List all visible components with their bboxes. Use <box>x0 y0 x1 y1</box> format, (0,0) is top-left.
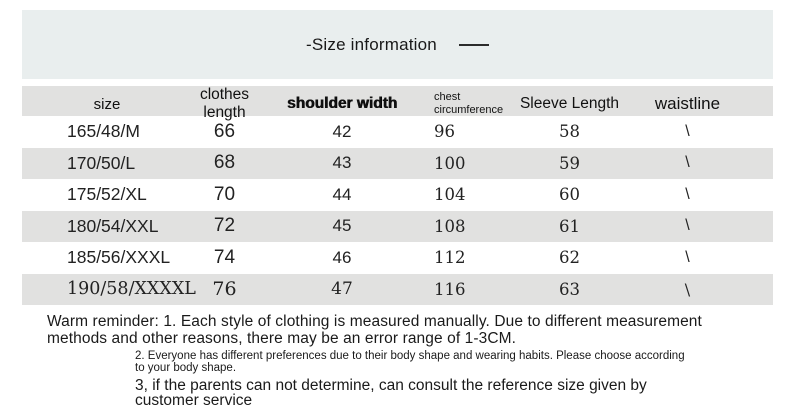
cell-sleeve-length: 59 <box>559 153 580 173</box>
cell-chest-circumference: 96 <box>434 122 455 142</box>
column-header-waistline: waistline <box>654 94 721 113</box>
cell-waistline: \ <box>685 154 690 172</box>
table-row-185-56-XXXL: 185/56/XXXL 74 46 112 62 \ <box>22 242 773 274</box>
cell-chest-circumference: 108 <box>434 216 466 236</box>
title-dash-line <box>458 43 489 46</box>
cell-chest-circumference: 100 <box>434 153 466 173</box>
cell-sleeve-length: 58 <box>559 122 580 142</box>
reminder-note-1: Warm reminder: 1. Each style of clothing… <box>47 313 702 347</box>
cell-clothes-length: 66 <box>213 120 236 142</box>
cell-waistline: \ <box>685 185 690 203</box>
cell-chest-circumference: 116 <box>434 279 466 299</box>
cell-waistline: \ <box>685 248 690 266</box>
cell-shoulder-width: 45 <box>332 216 352 236</box>
cell-shoulder-width: 43 <box>332 153 352 173</box>
reminder-note-3-line-1: 3, if the parents can not determine, can… <box>135 377 647 394</box>
cell-size: 180/54/XXL <box>67 215 159 236</box>
table-row-170-50-L: 170/50/L 68 43 100 59 \ <box>22 147 773 179</box>
cell-shoulder-width: 42 <box>332 121 352 141</box>
cell-size: 165/48/M <box>67 121 140 142</box>
table-header-row: size clothes length shoulder width chest… <box>22 86 773 121</box>
cell-sleeve-length: 63 <box>559 279 580 299</box>
cell-chest-circumference: 104 <box>434 185 466 205</box>
cell-sleeve-length: 62 <box>559 248 580 268</box>
cell-clothes-length: 76 <box>212 278 237 301</box>
column-header-chest-circumference: chest circumference <box>434 91 504 116</box>
cell-size: 190/58/XXXXL <box>67 279 196 300</box>
cell-clothes-length: 70 <box>213 183 236 205</box>
column-header-size: size <box>93 95 121 113</box>
warm-reminder: Warm reminder: 1. Each style of clothing… <box>47 313 702 408</box>
page-title: -Size information <box>306 34 437 54</box>
cell-waistline: \ <box>685 217 690 235</box>
cell-size: 175/52/XL <box>67 184 147 205</box>
cell-waistline: \ <box>684 279 691 299</box>
reminder-note-3: 3, if the parents can not determine, can… <box>135 377 702 409</box>
cell-size: 185/56/XXXL <box>67 247 171 268</box>
cell-shoulder-width: 47 <box>331 279 353 300</box>
reminder-note-1-line-1: Warm reminder: 1. Each style of clothing… <box>47 313 702 330</box>
cell-clothes-length: 72 <box>213 215 236 237</box>
reminder-note-2: 2. Everyone has different preferences du… <box>135 350 702 374</box>
cell-chest-circumference: 112 <box>434 248 466 268</box>
reminder-note-2-line-2: to your body shape. <box>135 362 237 374</box>
title-banner: -Size information <box>22 10 773 79</box>
cell-size: 170/50/L <box>67 152 136 173</box>
cell-sleeve-length: 60 <box>559 185 580 205</box>
cell-clothes-length: 74 <box>213 246 236 268</box>
table-row-180-54-XXL: 180/54/XXL 72 45 108 61 \ <box>22 210 773 242</box>
size-table: size clothes length shoulder width chest… <box>22 86 773 305</box>
table-row-165-48-M: 165/48/M 66 42 96 58 \ <box>22 116 773 148</box>
cell-shoulder-width: 46 <box>332 247 352 267</box>
table-row-190-58-XXXXL: 190/58/XXXXL 76 47 116 63 \ <box>22 273 773 305</box>
cell-clothes-length: 68 <box>213 152 236 174</box>
cell-waistline: \ <box>685 122 690 140</box>
column-header-shoulder-width: shoulder width <box>286 95 398 112</box>
column-header-clothes-length: clothes length <box>199 86 250 121</box>
cell-shoulder-width: 44 <box>332 184 352 204</box>
reminder-note-2-line-1: 2. Everyone has different preferences du… <box>135 350 685 362</box>
reminder-note-1-line-2: methods and other reasons, there may be … <box>47 330 517 347</box>
reminder-note-3-line-2: customer service <box>135 392 253 409</box>
cell-sleeve-length: 61 <box>559 216 580 236</box>
table-row-175-52-XL: 175/52/XL 70 44 104 60 \ <box>22 179 773 211</box>
column-header-sleeve-length: Sleeve Length <box>519 95 620 112</box>
